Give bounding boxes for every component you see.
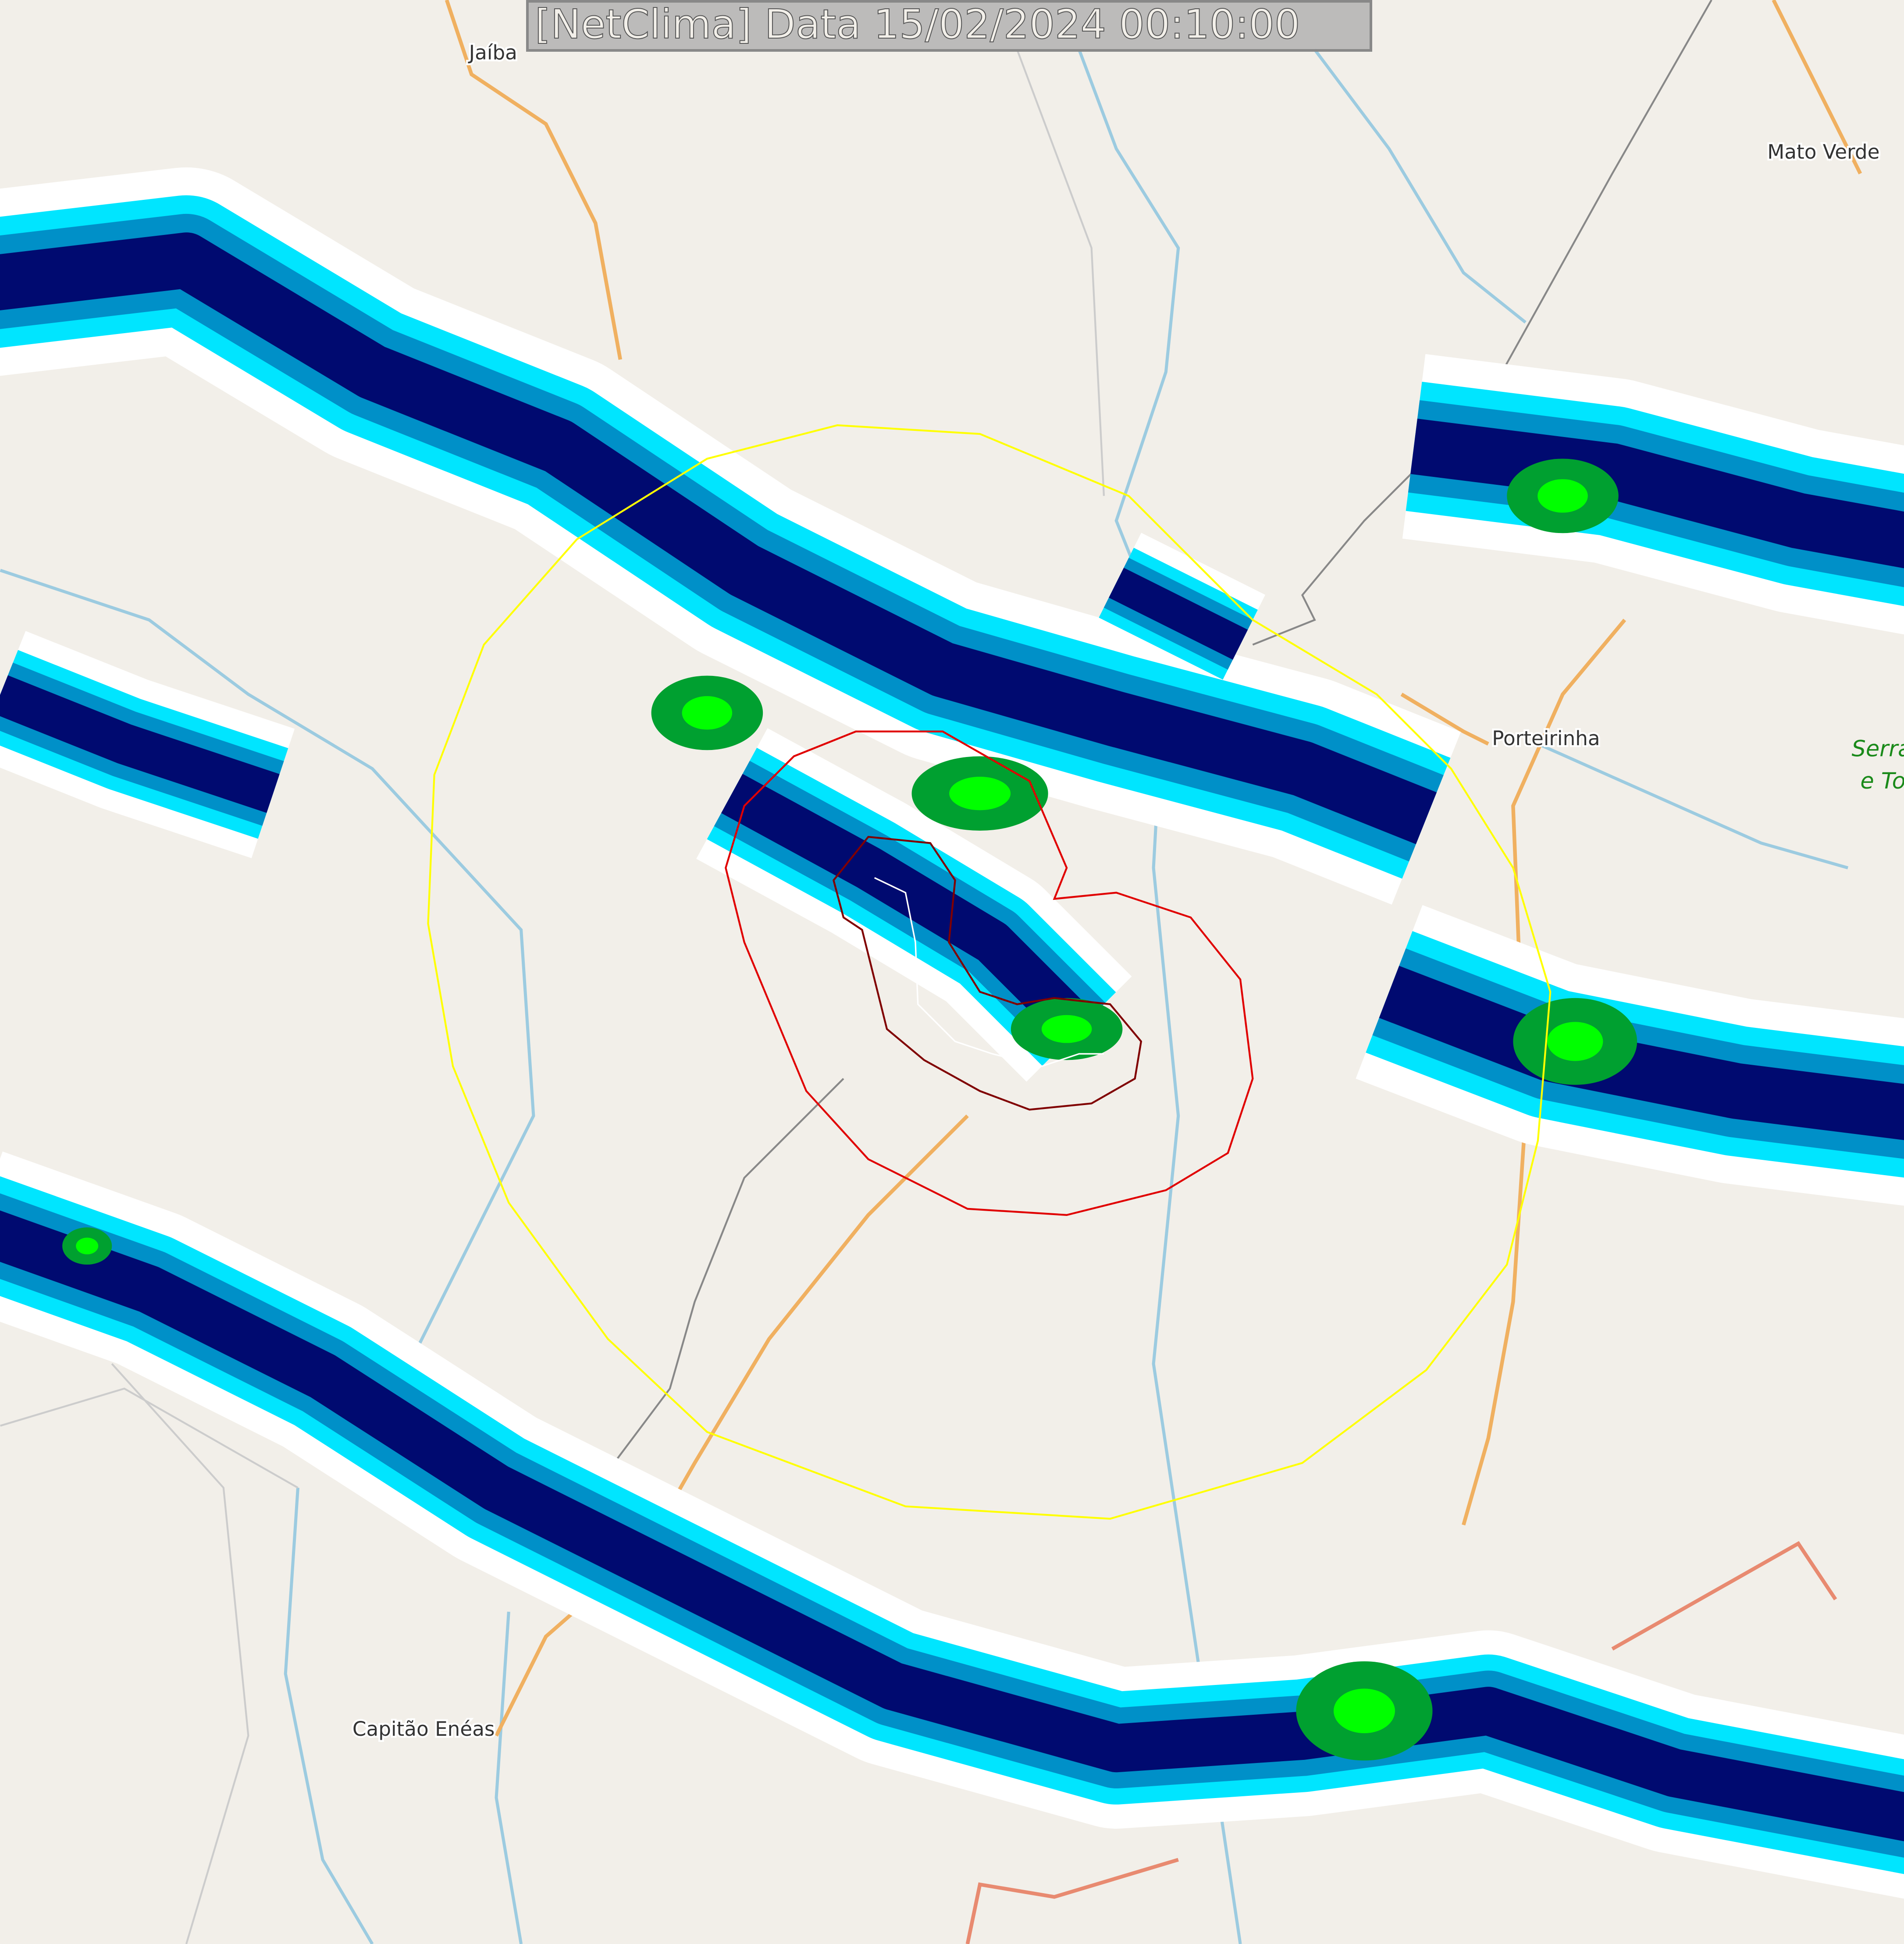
radar-band-6-level-3 [1109, 568, 1248, 660]
place-label-jaiba: Jaíba [468, 41, 517, 64]
radar-band-1-level-3 [1410, 419, 1904, 569]
radar-core-5-1 [1333, 1688, 1395, 1734]
place-label-capitao-eneas: Capitão Enéas [352, 1717, 495, 1741]
radar-core-1-1 [949, 777, 1011, 810]
radar-band-2-level-3 [1379, 966, 1904, 1140]
place-label-serra-2: e To [1860, 768, 1904, 794]
place-label-porteirinha: Porteirinha [1492, 727, 1600, 750]
range-ring [427, 424, 1552, 1520]
radar-core-4-1 [1547, 1022, 1603, 1061]
storm-contour-outer [725, 730, 1254, 1216]
radar-band-0-level-3 [0, 232, 1437, 844]
radar-band-3-level-3 [721, 774, 1095, 1045]
storm-track [874, 877, 1104, 1067]
radar-core-3-1 [1537, 479, 1588, 513]
storm-contour-inner [833, 835, 1142, 1111]
radar-core-6-1 [76, 1237, 99, 1255]
radar-core-0-1 [682, 696, 733, 730]
radar-band-5-level-3 [0, 675, 280, 813]
radar-core-2-1 [1041, 1015, 1092, 1043]
radar-band-4-level-3 [0, 1210, 1904, 1841]
overlays [427, 424, 1552, 1520]
place-labels: Jaíba Mato Verde Porteirinha Capitão Ené… [351, 39, 1904, 1743]
radar-reflectivity-layer [0, 167, 1904, 1899]
place-label-serra-1: Serra [1852, 736, 1904, 762]
place-label-mato-verde: Mato Verde [1767, 140, 1879, 163]
timestamp-banner: [NetClima] Data 15/02/2024 00:10:00 [526, 0, 1372, 52]
